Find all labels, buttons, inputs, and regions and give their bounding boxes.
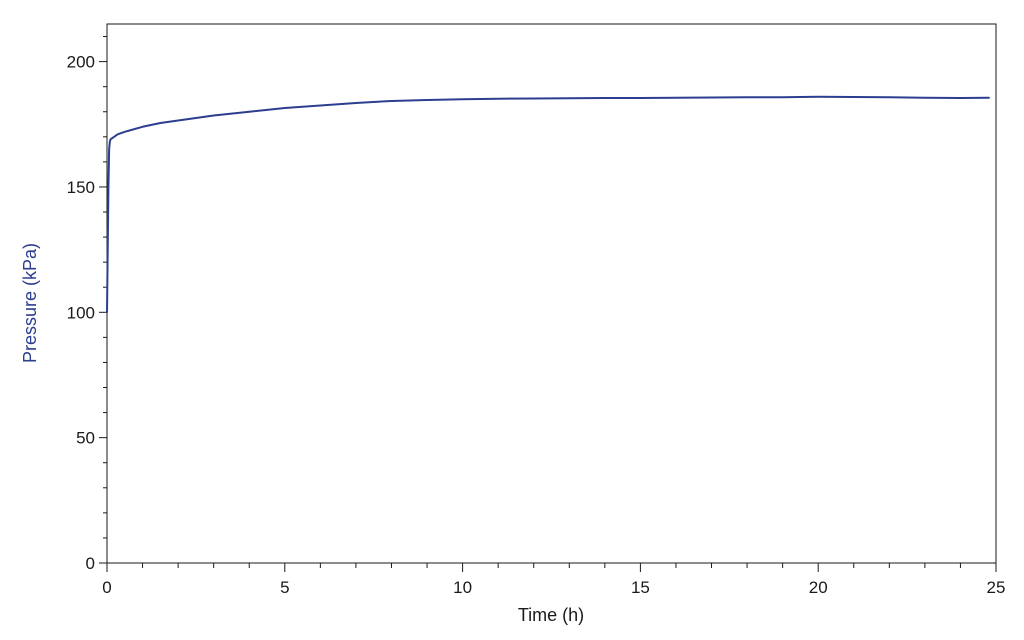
x-axis-title: Time (h) — [518, 605, 584, 625]
y-tick-label: 150 — [67, 178, 95, 197]
y-tick-label: 200 — [67, 53, 95, 72]
y-tick-label: 100 — [67, 303, 95, 322]
x-tick-label: 15 — [631, 578, 650, 597]
y-tick-label: 50 — [76, 429, 95, 448]
x-tick-label: 20 — [809, 578, 828, 597]
y-axis-title: Pressure (kPa) — [20, 243, 40, 363]
x-tick-label: 5 — [280, 578, 289, 597]
y-tick-label: 0 — [86, 554, 95, 573]
series-line-1 — [106, 95, 990, 314]
x-tick-label: 0 — [102, 578, 111, 597]
plot-frame — [106, 23, 997, 564]
x-tick-label: 25 — [987, 578, 1006, 597]
x-tick-label: 10 — [453, 578, 472, 597]
